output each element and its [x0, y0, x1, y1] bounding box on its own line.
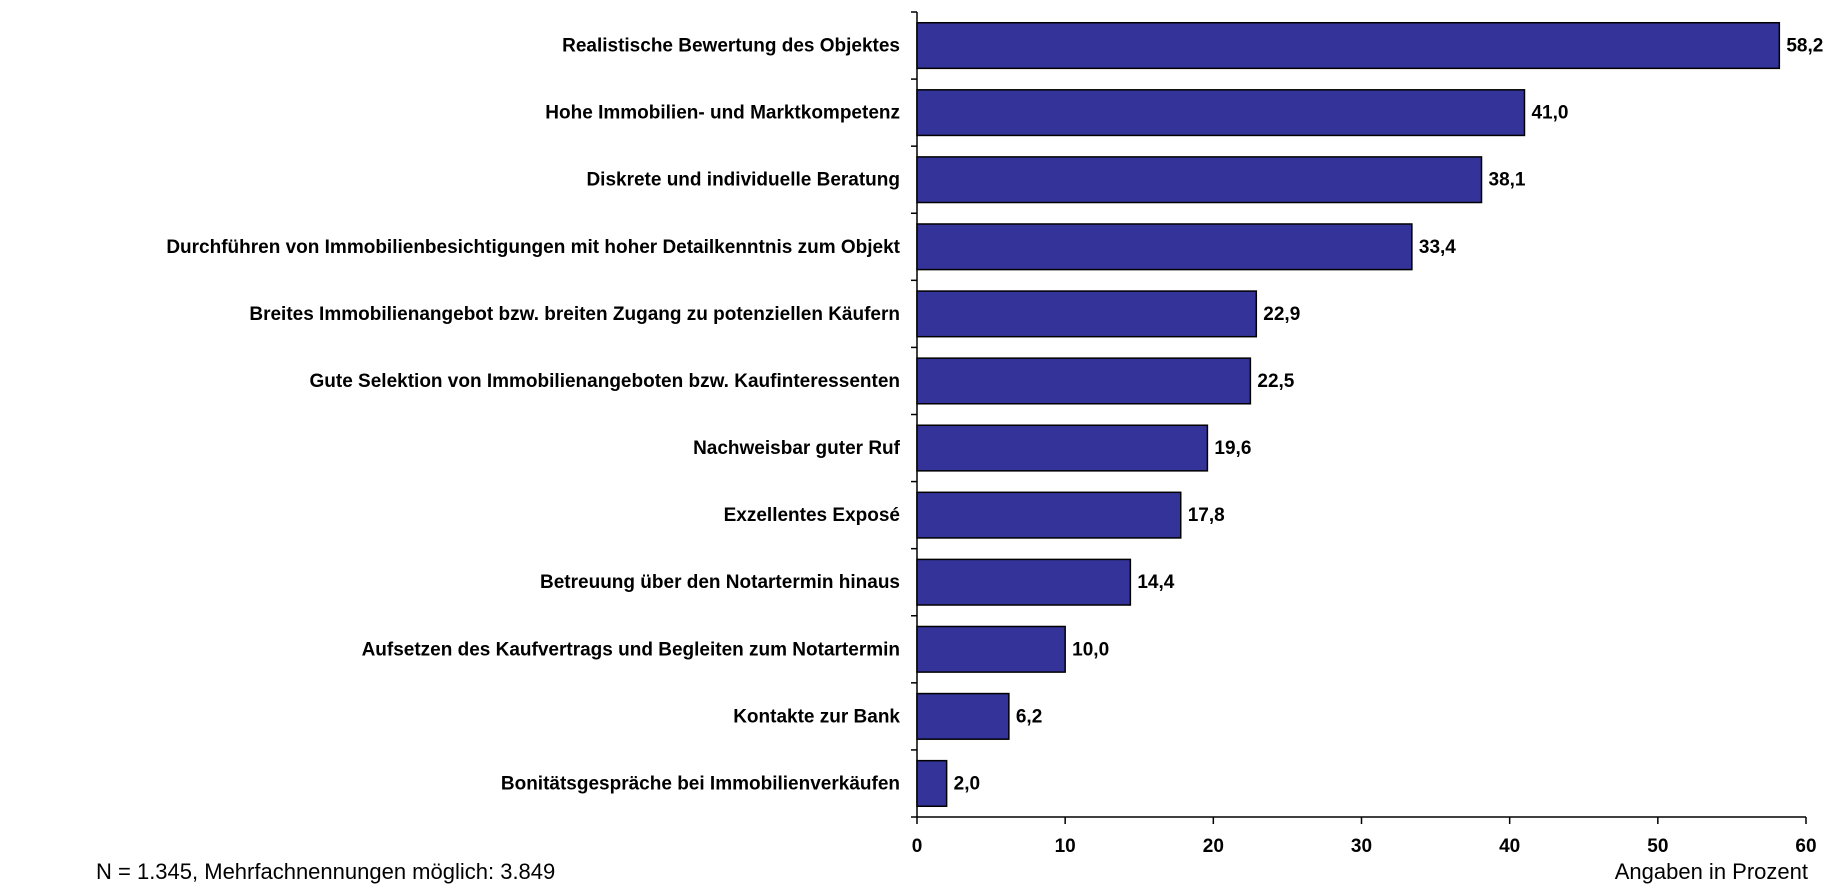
bar [916, 759, 948, 808]
value-label: 38,1 [1489, 170, 1526, 191]
bar [916, 558, 1132, 606]
bar [916, 89, 1526, 137]
y-tick-label: Bonitätsgespräche bei Immobilienverkäufe… [501, 773, 900, 794]
x-tick-label: 60 [1795, 836, 1816, 857]
bar [916, 625, 1066, 673]
bar [916, 223, 1413, 271]
y-tick-label: Betreuung über den Notartermin hinaus [540, 572, 900, 593]
y-tick-label: Aufsetzen des Kaufvertrags und Begleiten… [362, 639, 900, 660]
bar [916, 156, 1483, 204]
bar [916, 491, 1182, 539]
x-tick-label: 30 [1351, 836, 1372, 857]
bar [916, 290, 1258, 338]
value-label: 41,0 [1531, 103, 1568, 124]
value-label: 33,4 [1419, 237, 1456, 258]
value-label: 17,8 [1188, 505, 1225, 526]
value-label: 19,6 [1214, 438, 1251, 459]
y-tick-label: Nachweisbar guter Ruf [693, 438, 901, 459]
value-label: 10,0 [1072, 639, 1109, 660]
y-tick-label: Kontakte zur Bank [733, 706, 900, 727]
value-label: 2,0 [954, 773, 980, 794]
bar [916, 424, 1209, 472]
y-tick-label: Gute Selektion von Immobilienangeboten b… [310, 371, 901, 392]
y-tick-label: Durchführen von Immobilienbesichtigungen… [166, 237, 900, 258]
value-label: 6,2 [1016, 706, 1042, 727]
value-label: 14,4 [1137, 572, 1174, 593]
x-tick-label: 0 [912, 836, 923, 857]
y-tick-label: Hohe Immobilien- und Marktkompetenz [545, 103, 900, 124]
bar [916, 692, 1010, 740]
y-tick-label: Breites Immobilienangebot bzw. breiten Z… [249, 304, 900, 325]
x-tick-label: 40 [1499, 836, 1520, 857]
y-tick-label: Diskrete und individuelle Beratung [586, 170, 900, 191]
x-tick-label: 50 [1647, 836, 1668, 857]
value-label: 58,2 [1786, 36, 1823, 57]
y-tick-label: Exzellentes Exposé [724, 505, 900, 526]
x-axis-label: Angaben in Prozent [1615, 859, 1808, 884]
value-label: 22,5 [1257, 371, 1294, 392]
x-tick-label: 20 [1203, 836, 1224, 857]
footnote: N = 1.345, Mehrfachnennungen möglich: 3.… [96, 859, 555, 884]
bar [916, 21, 1781, 70]
value-label: 22,9 [1263, 304, 1300, 325]
x-tick-label: 10 [1055, 836, 1076, 857]
y-tick-label: Realistische Bewertung des Objektes [562, 36, 900, 57]
bar [916, 357, 1252, 405]
